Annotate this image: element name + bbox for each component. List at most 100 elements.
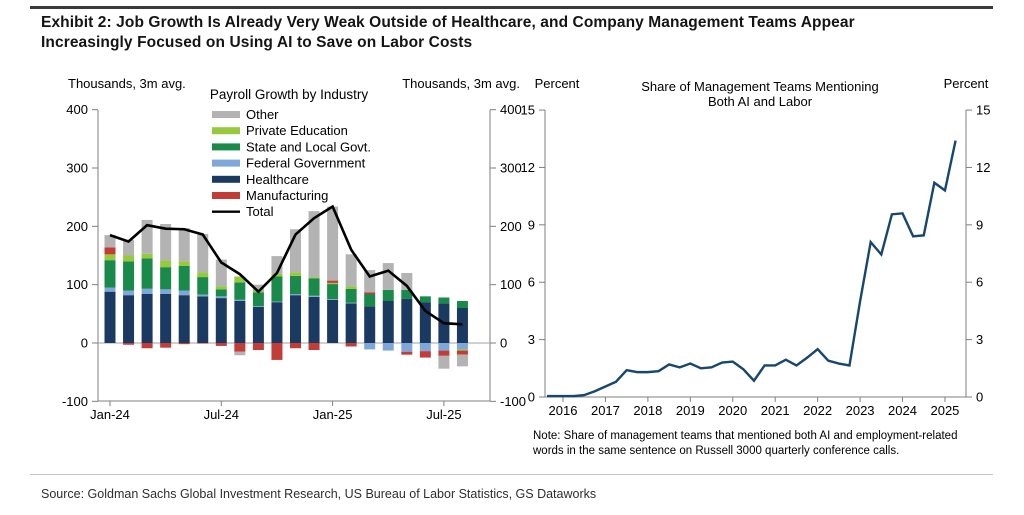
bar-segment bbox=[419, 296, 431, 303]
bar-segment bbox=[327, 284, 339, 300]
stacked-bars bbox=[104, 206, 468, 369]
payroll-growth-chart: Thousands, 3m avg. Thousands, 3m avg. 400 4… bbox=[62, 76, 526, 422]
bar-segment bbox=[197, 233, 209, 273]
bar-segment bbox=[234, 299, 246, 302]
x-tick-label: 2017 bbox=[591, 403, 620, 418]
bar-segment bbox=[141, 253, 153, 259]
bar-segment bbox=[178, 228, 190, 262]
bar-segment bbox=[364, 270, 376, 293]
bar-segment bbox=[123, 295, 135, 343]
bottom-divider bbox=[30, 474, 993, 475]
legend-swatch bbox=[212, 143, 240, 151]
y-tick-label: -100 bbox=[62, 394, 88, 409]
bar-segment bbox=[123, 255, 135, 262]
bar-segment bbox=[234, 276, 246, 283]
bar-segment bbox=[271, 276, 283, 302]
x-tick-label: 2025 bbox=[930, 403, 959, 418]
y-tick-label: 6 bbox=[976, 275, 983, 290]
left-axis-title: Percent bbox=[535, 76, 580, 91]
bar-segment bbox=[345, 303, 357, 343]
y-tick-label: 15 bbox=[976, 103, 990, 118]
y-tick-label: 12 bbox=[521, 160, 535, 175]
legend-label: Private Education bbox=[246, 123, 348, 138]
right-axis-title: Percent bbox=[944, 76, 989, 91]
bar-segment bbox=[104, 254, 116, 261]
y-tick-label: 15 bbox=[521, 103, 535, 118]
y-tick-label: -100 bbox=[500, 394, 526, 409]
bar-segment bbox=[160, 289, 172, 295]
exhibit-title-line1: Exhibit 2: Job Growth Is Already Very We… bbox=[41, 14, 855, 31]
y-tick-label: 400 bbox=[66, 102, 88, 117]
bar-segment bbox=[178, 290, 190, 296]
bar-segment bbox=[438, 297, 450, 304]
bar-segment bbox=[104, 291, 116, 343]
bar-segment bbox=[401, 289, 413, 299]
bar-segment bbox=[345, 288, 357, 303]
bar-segment bbox=[215, 259, 227, 287]
y-tick-label: 300 bbox=[66, 161, 88, 176]
legend-label: Manufacturing bbox=[246, 188, 328, 203]
bar-segment bbox=[382, 263, 394, 290]
bar-segment bbox=[308, 343, 320, 350]
y-tick-label: 200 bbox=[500, 219, 522, 234]
y-tick-label: 9 bbox=[976, 217, 983, 232]
bar-segment bbox=[160, 260, 172, 268]
left-axis-title: Thousands, 3m avg. bbox=[68, 76, 186, 91]
bar-segment bbox=[308, 211, 320, 278]
bar-segment bbox=[123, 261, 135, 291]
bar-segment bbox=[290, 343, 301, 349]
bar-segment bbox=[141, 288, 153, 295]
legend-swatch bbox=[212, 127, 240, 135]
x-tick-label: 2019 bbox=[676, 403, 705, 418]
bar-segment bbox=[308, 278, 320, 296]
bar-segment bbox=[327, 299, 339, 300]
bar-segment bbox=[215, 343, 227, 346]
x-tick-label: 2020 bbox=[718, 403, 747, 418]
bar-segment bbox=[252, 284, 264, 290]
legend-swatch bbox=[212, 175, 240, 183]
legend-swatch bbox=[212, 111, 240, 118]
x-tick-label: 2021 bbox=[761, 403, 790, 418]
bar-segment bbox=[141, 258, 153, 289]
bar-segment bbox=[234, 282, 246, 300]
bar-segment bbox=[215, 296, 227, 299]
x-tick-label: 2024 bbox=[888, 403, 917, 418]
bar-segment bbox=[438, 355, 450, 369]
bar-segment bbox=[234, 301, 246, 343]
bar-segment bbox=[364, 306, 376, 343]
bar-segment bbox=[438, 343, 450, 351]
bar-segment bbox=[123, 343, 135, 345]
bar-segment bbox=[271, 273, 283, 277]
bar-segment bbox=[197, 294, 209, 297]
bar-segment bbox=[308, 277, 320, 279]
legend-swatch bbox=[212, 192, 240, 199]
bar-segment bbox=[419, 351, 431, 358]
ai-axes bbox=[539, 109, 972, 402]
bar-segment bbox=[438, 350, 450, 356]
y-tick-label: 9 bbox=[528, 217, 535, 232]
bar-segment bbox=[104, 235, 116, 248]
bar-segment bbox=[308, 295, 320, 297]
bar-segment bbox=[234, 351, 246, 356]
legend-label: Other bbox=[246, 107, 279, 122]
bar-segment bbox=[290, 295, 301, 343]
bar-segment bbox=[456, 354, 468, 367]
bar-segment bbox=[215, 298, 227, 343]
legend-label: State and Local Govt. bbox=[246, 139, 371, 154]
bar-segment bbox=[234, 343, 246, 352]
bar-segment bbox=[215, 286, 227, 290]
bar-segment bbox=[327, 280, 339, 283]
ai-chart-title-line1: Share of Management Teams Mentioning bbox=[641, 79, 879, 94]
bar-segment bbox=[141, 219, 153, 254]
legend-label: Healthcare bbox=[246, 172, 309, 187]
bar-segment bbox=[104, 260, 116, 288]
y-tick-label: 0 bbox=[976, 390, 983, 405]
bar-segment bbox=[215, 289, 227, 297]
bar-segment bbox=[345, 343, 357, 347]
x-tick-label: 2016 bbox=[549, 403, 578, 418]
bar-segment bbox=[160, 294, 172, 343]
payroll-axes bbox=[92, 109, 496, 406]
bar-segment bbox=[419, 343, 431, 352]
